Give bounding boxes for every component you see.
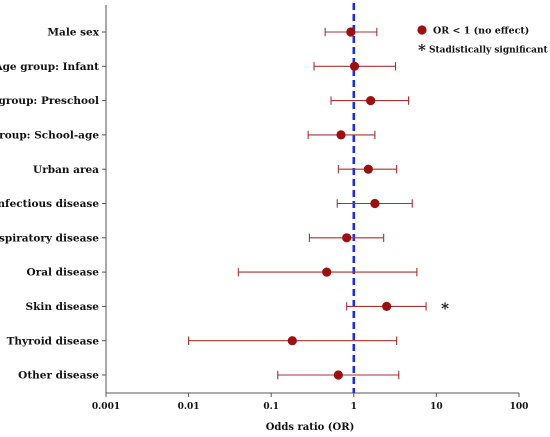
row-label: Oral disease [27, 267, 100, 279]
or-point [333, 370, 343, 380]
row-label: Infectious disease [0, 198, 99, 210]
x-tick-label: 10 [430, 402, 443, 412]
or-point [366, 96, 376, 106]
legend: OR < 1 (no effect) * Stadistically signi… [417, 25, 548, 59]
or-point [287, 336, 297, 346]
x-tick-label: 0.001 [92, 402, 120, 412]
or-point [382, 301, 392, 311]
x-axis-label: Odds ratio (OR) [266, 422, 355, 433]
row-label: Age group: Infant [0, 61, 99, 73]
x-tick-label: 0.01 [178, 402, 200, 412]
legend-significance-symbol: * [418, 41, 426, 59]
row-label: Other disease [18, 370, 99, 382]
row-label: Age group: Preschool [0, 95, 99, 107]
row-label: Skin disease [26, 301, 100, 313]
x-tick-label: 100 [510, 402, 529, 412]
significance-star: * [441, 299, 449, 317]
or-point [322, 267, 332, 277]
or-point [336, 130, 346, 140]
row-label: Respiratory disease [0, 232, 99, 244]
x-tick-label: 0.1 [263, 402, 279, 412]
row-label: Thyroid disease [7, 335, 100, 347]
or-point [342, 233, 352, 243]
or-point [370, 198, 380, 209]
legend-significance-label: Stadistically significant [429, 46, 548, 56]
row-label: Age group: School-age [0, 130, 99, 142]
or-point [349, 61, 360, 71]
legend-marker [417, 25, 427, 35]
legend-marker-label: OR < 1 (no effect) [433, 26, 529, 37]
x-tick-label: 1 [351, 402, 357, 412]
or-point [346, 27, 356, 37]
row-label: Male sex [47, 27, 99, 39]
or-point [363, 164, 373, 174]
row-label: Urban area [33, 164, 99, 176]
plot-area: 0.001 0.01 0.1 1 10 100 Male sex Age group: Inf… [0, 3, 528, 412]
